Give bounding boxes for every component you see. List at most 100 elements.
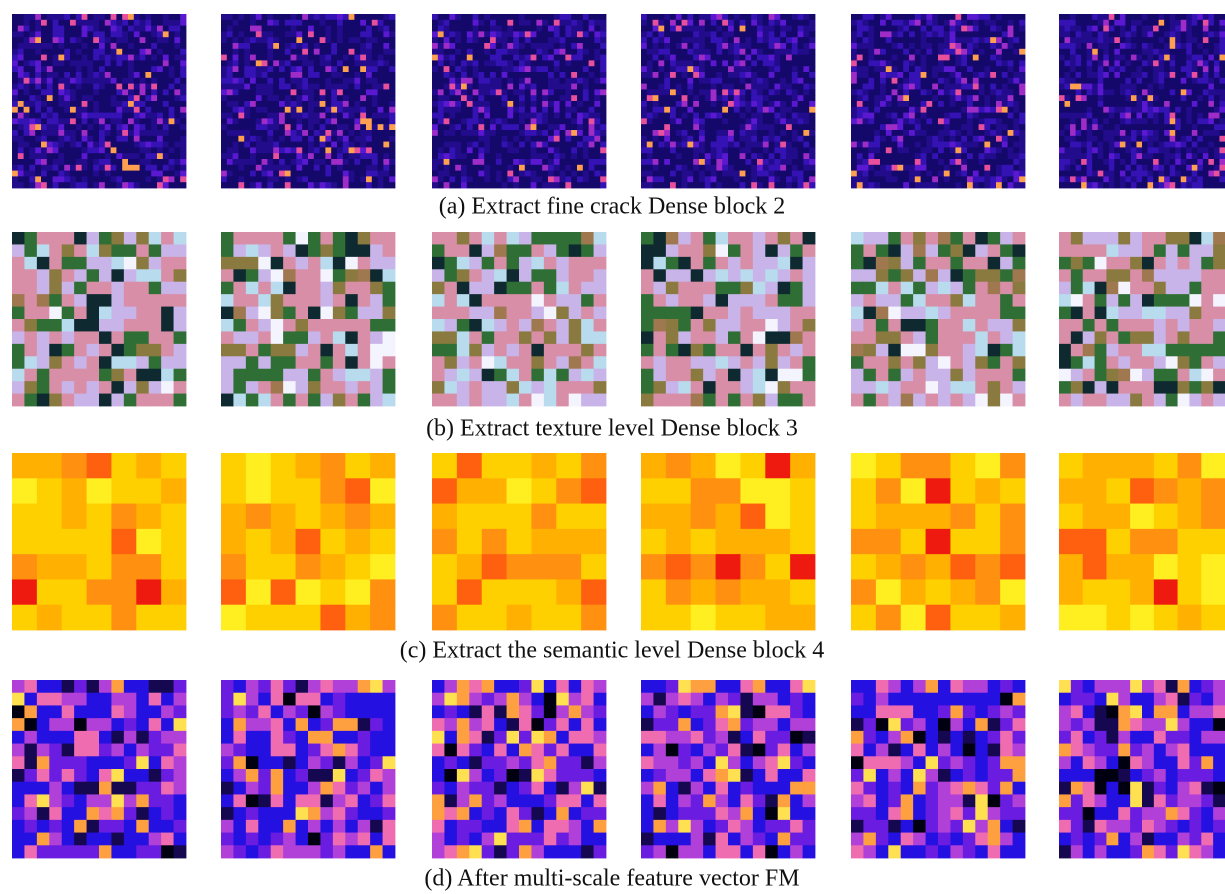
pixel [932,84,938,90]
pixel [1136,78,1142,84]
pixel [389,182,395,188]
pixel [763,84,769,90]
pixel [105,159,111,165]
pixel [809,84,815,90]
pixel [560,37,566,43]
pixel [233,89,239,95]
pixel [331,66,337,72]
pixel [366,66,372,72]
pixel [47,176,53,182]
pixel [565,72,571,78]
pixel [111,136,117,142]
pixel [1008,142,1014,148]
pixel [484,26,490,32]
pixel [18,66,24,72]
pixel [705,130,711,136]
pixel [76,171,82,177]
pixel [798,142,804,148]
pixel [880,113,886,119]
pixel [93,136,99,142]
pixel [921,66,927,72]
pixel [886,89,892,95]
pixel [24,159,30,165]
pixel [1219,78,1225,84]
pixel [757,101,763,107]
pixel [233,14,239,20]
pixel [93,43,99,49]
pixel [473,130,479,136]
pixel [973,26,979,32]
pixel [1065,14,1071,20]
pixel [291,142,297,148]
pixel [1109,49,1115,55]
pixel [302,101,308,107]
pixel [1203,20,1209,26]
pixel [134,165,140,171]
pixel [140,60,146,66]
pixel [915,60,921,66]
pixel [658,72,664,78]
pixel [273,142,279,148]
pixel [560,20,566,26]
pixel [803,14,809,20]
pixel [163,49,169,55]
pixel [273,60,279,66]
pixel [502,78,508,84]
pixel [571,49,577,55]
pixel [711,142,717,148]
pixel [1125,49,1131,55]
pixel [12,153,18,159]
pixel [1148,26,1154,32]
pixel [950,182,956,188]
pixel [967,95,973,101]
pixel [1148,43,1154,49]
pixel [780,89,786,95]
pixel [128,26,134,32]
pixel [531,60,537,66]
pixel [1065,55,1071,61]
pixel [594,171,600,177]
pixel [531,159,537,165]
pixel [809,142,815,148]
pixel [496,113,502,119]
pixel [664,118,670,124]
pixel [786,43,792,49]
pixel [676,55,682,61]
pixel [1175,89,1181,95]
pixel [151,66,157,72]
pixel [507,84,513,90]
pixel [950,60,956,66]
pixel [349,176,355,182]
pixel [757,182,763,188]
pixel [803,101,809,107]
pixel [76,43,82,49]
pixel [93,20,99,26]
pixel [809,20,815,26]
pixel [174,153,180,159]
pixel [461,89,467,95]
pixel [267,55,273,61]
pixel [169,153,175,159]
pixel [99,176,105,182]
pixel [145,20,151,26]
pixel [244,165,250,171]
pixel [29,113,35,119]
pixel [24,171,30,177]
pixel [128,89,134,95]
pixel [478,153,484,159]
pixel [250,31,256,37]
pixel [151,176,157,182]
pixel [169,66,175,72]
pixel [1002,130,1008,136]
pixel [99,31,105,37]
pixel [151,171,157,177]
pixel [128,118,134,124]
pixel [378,101,384,107]
pixel [915,95,921,101]
pixel [343,72,349,78]
pixel [53,72,59,78]
pixel [285,31,291,37]
pixel [256,20,262,26]
pixel [542,37,548,43]
pixel [892,72,898,78]
